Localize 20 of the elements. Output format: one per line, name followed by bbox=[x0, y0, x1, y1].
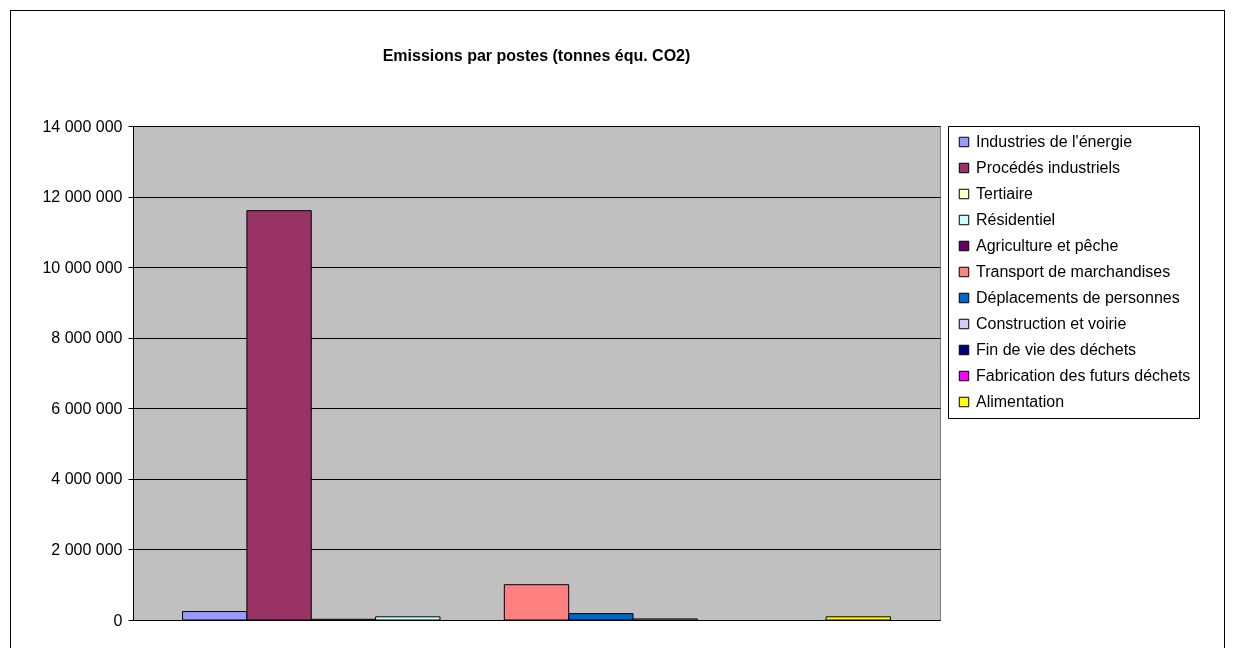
y-tick-label: 8 000 000 bbox=[51, 329, 123, 347]
legend-label: Construction et voirie bbox=[976, 315, 1127, 332]
legend-label: Fabrication des futurs déchets bbox=[976, 367, 1191, 384]
y-tick-label: 6 000 000 bbox=[51, 399, 123, 417]
legend-label: Fin de vie des déchets bbox=[976, 341, 1137, 358]
y-tick-label: 4 000 000 bbox=[51, 470, 123, 488]
y-tick-label: 2 000 000 bbox=[51, 540, 123, 558]
legend-label: Transport de marchandises bbox=[976, 263, 1171, 280]
y-tick-label: 14 000 000 bbox=[42, 117, 123, 135]
y-tick-label: 10 000 000 bbox=[42, 258, 123, 276]
legend-label: Tertiaire bbox=[976, 185, 1034, 202]
legend-label: Résidentiel bbox=[976, 211, 1056, 228]
legend-label: Alimentation bbox=[976, 393, 1065, 410]
y-tick-label: 12 000 000 bbox=[42, 188, 123, 206]
chart-title: Emissions par postes (tonnes équ. CO2) bbox=[382, 47, 691, 64]
legend-label: Procédés industriels bbox=[976, 159, 1121, 176]
legend-label: Industries de l'énergie bbox=[976, 133, 1133, 150]
legend-label: Agriculture et pêche bbox=[976, 237, 1119, 254]
legend-label: Déplacements de personnes bbox=[976, 289, 1180, 306]
y-tick-label: 0 bbox=[113, 611, 123, 629]
